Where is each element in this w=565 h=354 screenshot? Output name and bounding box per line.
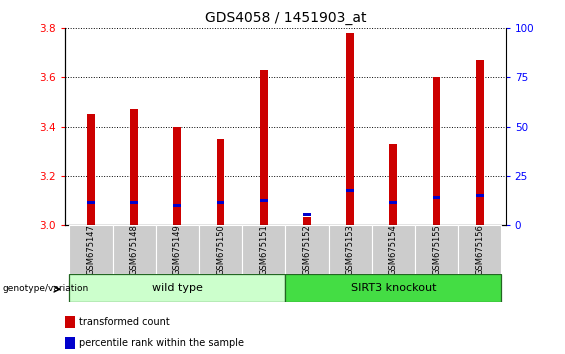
Bar [87, 114, 95, 225]
Bar [87, 201, 95, 204]
Bar [476, 194, 484, 197]
Bar [216, 201, 224, 204]
Bar [458, 225, 501, 274]
Bar [476, 60, 484, 225]
Bar [389, 201, 397, 204]
Text: percentile rank within the sample: percentile rank within the sample [79, 338, 244, 348]
Bar [328, 225, 372, 274]
Text: GSM675155: GSM675155 [432, 224, 441, 275]
Text: GSM675147: GSM675147 [86, 224, 95, 275]
Bar [242, 225, 285, 274]
Text: GSM675154: GSM675154 [389, 224, 398, 275]
Text: GSM675151: GSM675151 [259, 224, 268, 275]
Title: GDS4058 / 1451903_at: GDS4058 / 1451903_at [205, 11, 366, 24]
Bar [69, 225, 112, 274]
Bar [260, 199, 268, 202]
Text: transformed count: transformed count [79, 318, 170, 327]
Bar [130, 201, 138, 204]
Bar [372, 225, 415, 274]
Text: GSM675153: GSM675153 [346, 224, 355, 275]
Bar [65, 337, 75, 349]
Bar [433, 78, 441, 225]
Bar [285, 225, 328, 274]
Bar [112, 225, 156, 274]
Bar [346, 33, 354, 225]
Bar [433, 196, 441, 199]
Text: GSM675148: GSM675148 [129, 224, 138, 275]
Bar [303, 217, 311, 225]
Bar [285, 274, 501, 302]
Text: genotype/variation: genotype/variation [3, 284, 89, 293]
Text: wild type: wild type [152, 283, 203, 293]
Bar [156, 225, 199, 274]
Bar [199, 225, 242, 274]
Bar [346, 189, 354, 192]
Bar [65, 316, 75, 328]
Text: SIRT3 knockout: SIRT3 knockout [351, 283, 436, 293]
Text: GSM675149: GSM675149 [173, 224, 182, 275]
Text: GSM675152: GSM675152 [302, 224, 311, 275]
Bar [69, 274, 285, 302]
Bar [389, 144, 397, 225]
Bar [173, 126, 181, 225]
Bar [173, 204, 181, 207]
Bar [303, 213, 311, 216]
Bar [130, 109, 138, 225]
Text: GSM675150: GSM675150 [216, 224, 225, 275]
Text: GSM675156: GSM675156 [475, 224, 484, 275]
Bar [260, 70, 268, 225]
Bar [216, 139, 224, 225]
Bar [415, 225, 458, 274]
